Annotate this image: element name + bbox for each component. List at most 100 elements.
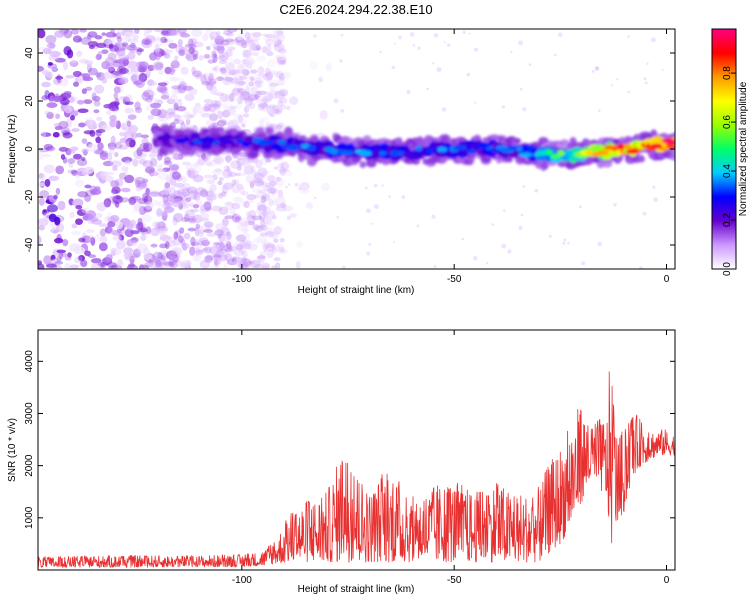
noise-cell <box>233 58 242 65</box>
noise-cell <box>89 129 96 137</box>
noise-cell <box>613 203 617 207</box>
noise-cell <box>69 146 79 151</box>
noise-cell <box>412 43 416 47</box>
noise-cell <box>222 182 234 190</box>
noise-cell <box>164 114 173 119</box>
noise-cell <box>255 180 267 188</box>
noise-cell <box>276 70 284 79</box>
noise-cell <box>257 189 267 194</box>
noise-cell <box>206 232 218 237</box>
noise-cell <box>264 67 271 77</box>
noise-cell <box>38 65 45 72</box>
noise-cell <box>178 49 185 57</box>
noise-cell <box>166 98 176 105</box>
noise-cell <box>164 156 171 164</box>
noise-cell <box>69 264 80 269</box>
noise-cell <box>279 237 285 243</box>
noise-cell <box>40 130 47 139</box>
noise-cell <box>123 167 129 178</box>
noise-cell <box>192 70 203 78</box>
noise-cell <box>54 237 64 244</box>
noise-cell <box>107 227 116 234</box>
noise-cell <box>95 53 102 61</box>
noise-cell <box>274 90 286 100</box>
noise-cell <box>240 222 251 227</box>
noise-cell <box>133 203 144 212</box>
noise-cell <box>228 69 240 75</box>
noise-cell <box>254 179 262 188</box>
noise-cell <box>212 53 218 59</box>
noise-cell <box>229 39 235 45</box>
noise-cell <box>138 158 147 165</box>
noise-cell <box>84 184 92 189</box>
ridge-core-cell <box>259 139 269 146</box>
noise-cell <box>80 259 88 268</box>
noise-cell <box>190 169 196 177</box>
noise-cell <box>472 256 478 261</box>
noise-cell <box>189 170 199 179</box>
noise-cell <box>251 47 261 51</box>
noise-cell <box>238 248 245 254</box>
noise-cell <box>179 260 191 268</box>
noise-cell <box>194 249 204 255</box>
noise-cell <box>274 262 281 269</box>
noise-cell <box>237 257 244 267</box>
noise-cell <box>245 175 252 184</box>
noise-cell <box>191 29 203 38</box>
noise-cell <box>124 174 135 184</box>
noise-cell <box>188 47 196 54</box>
noise-cell <box>250 42 256 47</box>
noise-cell <box>123 56 130 64</box>
noise-cell <box>177 189 186 196</box>
noise-cell <box>275 203 287 208</box>
x-tick-label: -50 <box>447 274 462 285</box>
noise-cell <box>433 33 439 38</box>
noise-cell <box>133 29 140 35</box>
noise-cell <box>218 119 227 124</box>
noise-cell <box>189 202 195 208</box>
noise-cell <box>259 211 271 218</box>
noise-cell <box>279 166 287 176</box>
noise-cell <box>235 102 243 110</box>
noise-cell <box>263 95 268 106</box>
noise-cell <box>71 223 78 229</box>
noise-cell <box>214 45 225 52</box>
noise-cell <box>222 168 233 179</box>
noise-cell <box>224 76 234 82</box>
ridge-halo-cell <box>359 161 367 168</box>
noise-cell <box>58 249 64 260</box>
noise-cell <box>92 95 101 102</box>
ridge-core-cell <box>340 150 354 156</box>
noise-cell <box>268 198 274 207</box>
noise-cell <box>195 223 201 230</box>
noise-cell <box>272 106 283 115</box>
noise-cell <box>277 48 288 54</box>
noise-cell <box>207 197 213 205</box>
noise-cell <box>214 92 225 96</box>
noise-cell <box>218 55 229 61</box>
noise-cell <box>263 206 272 216</box>
noise-cell <box>250 36 260 42</box>
noise-cell <box>231 179 237 187</box>
noise-cell <box>159 189 172 195</box>
noise-cell <box>267 185 273 195</box>
noise-cell <box>205 223 212 231</box>
noise-cell <box>159 261 170 269</box>
noise-cell <box>124 101 134 106</box>
ridge-halo-cell <box>265 126 274 135</box>
noise-cell <box>173 114 181 122</box>
noise-cell <box>38 263 45 269</box>
noise-cell <box>262 33 268 38</box>
noise-cell <box>171 85 182 90</box>
noise-cell <box>245 86 250 96</box>
noise-cell <box>223 243 233 252</box>
snr-series-line <box>38 371 675 568</box>
noise-cell <box>235 39 247 47</box>
noise-cell <box>398 35 402 40</box>
noise-cell <box>46 42 56 49</box>
noise-cell <box>235 262 247 267</box>
noise-cell <box>74 179 85 188</box>
noise-cell <box>213 155 225 165</box>
colorbar-scale <box>711 28 737 270</box>
noise-cell <box>112 165 118 172</box>
